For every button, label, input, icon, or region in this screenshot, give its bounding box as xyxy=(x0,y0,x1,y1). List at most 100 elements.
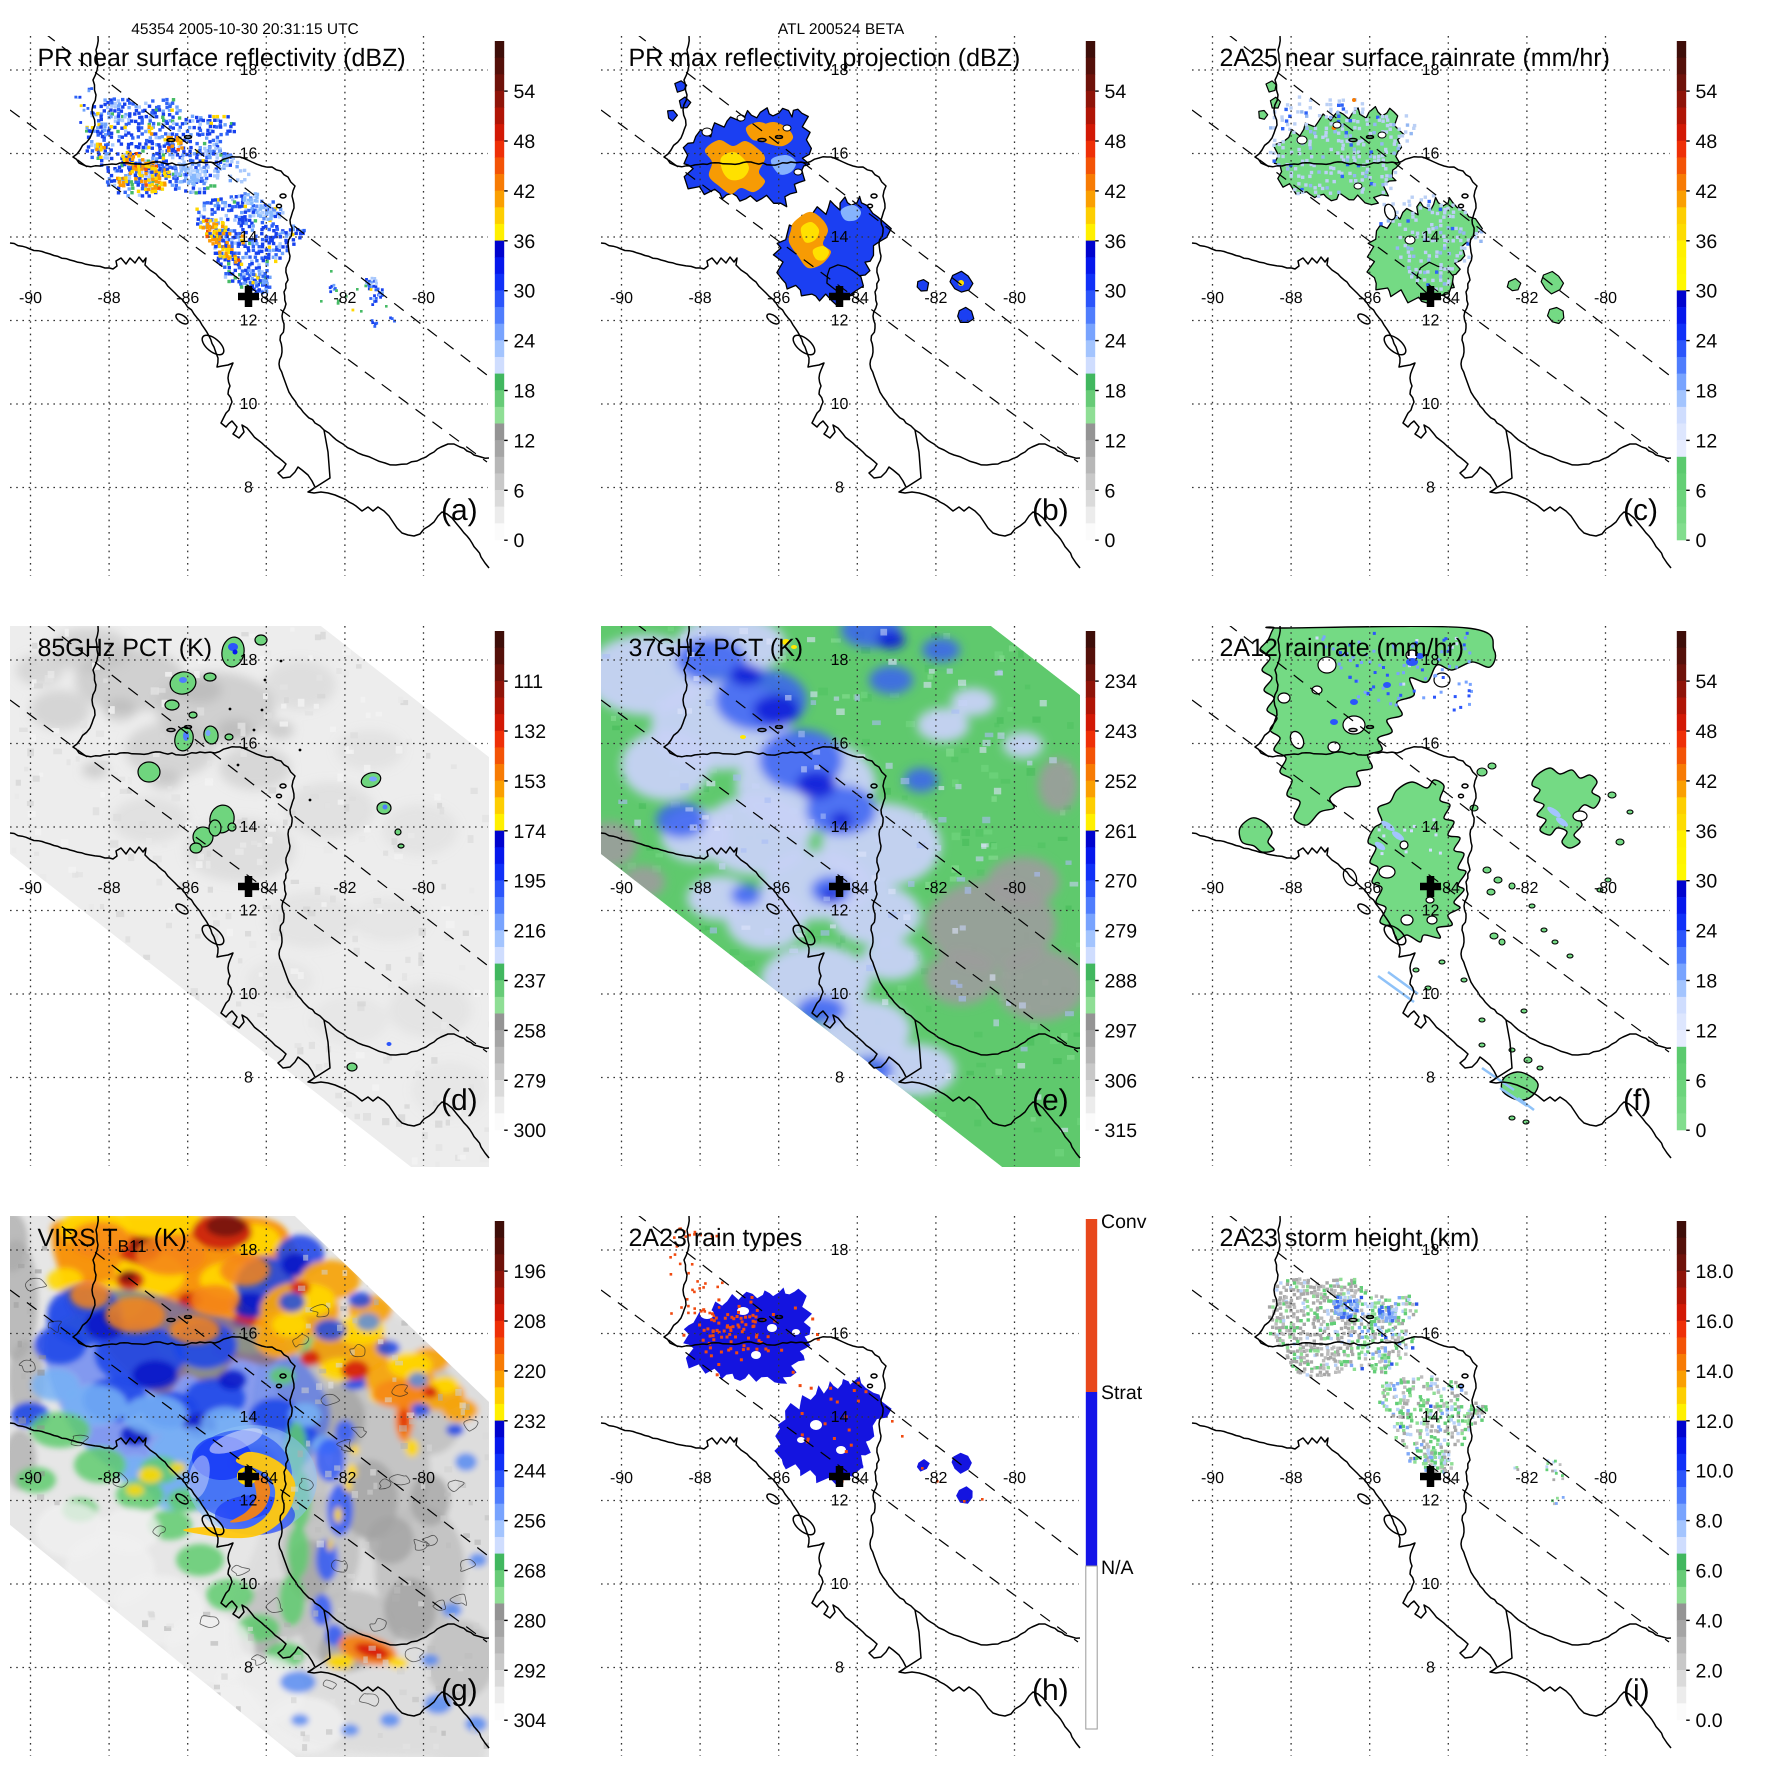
svg-text:48: 48 xyxy=(514,131,536,153)
svg-text:153: 153 xyxy=(514,771,547,793)
svg-text:(i): (i) xyxy=(1623,1674,1650,1707)
svg-text:2A23 rain types: 2A23 rain types xyxy=(629,1224,803,1252)
svg-text:Strat: Strat xyxy=(1101,1382,1143,1404)
svg-text:N/A: N/A xyxy=(1101,1557,1134,1579)
svg-text:243: 243 xyxy=(1105,721,1138,743)
svg-text:(b): (b) xyxy=(1032,494,1069,527)
svg-text:10.0: 10.0 xyxy=(1696,1461,1734,1483)
svg-text:36: 36 xyxy=(1105,231,1127,253)
svg-text:24: 24 xyxy=(1105,331,1127,353)
svg-text:ATL 200524 BETA: ATL 200524 BETA xyxy=(778,21,905,38)
svg-text:(c): (c) xyxy=(1623,494,1658,527)
svg-text:18.0: 18.0 xyxy=(1696,1261,1734,1283)
svg-text:6: 6 xyxy=(1105,480,1116,502)
svg-text:85GHz PCT (K): 85GHz PCT (K) xyxy=(38,634,213,662)
svg-text:48: 48 xyxy=(1696,721,1718,743)
svg-text:4.0: 4.0 xyxy=(1696,1610,1723,1632)
svg-text:6: 6 xyxy=(514,480,525,502)
svg-text:292: 292 xyxy=(514,1660,547,1682)
svg-text:6: 6 xyxy=(1696,480,1707,502)
svg-text:237: 237 xyxy=(514,971,547,993)
svg-text:252: 252 xyxy=(1105,771,1138,793)
svg-text:30: 30 xyxy=(1105,281,1127,303)
svg-text:54: 54 xyxy=(514,81,536,103)
svg-text:36: 36 xyxy=(1696,821,1718,843)
svg-text:306: 306 xyxy=(1105,1070,1138,1092)
svg-text:268: 268 xyxy=(514,1561,547,1583)
svg-text:48: 48 xyxy=(1696,131,1718,153)
svg-text:2A25 near surface rainrate (mm: 2A25 near surface rainrate (mm/hr) xyxy=(1220,44,1610,72)
svg-text:234: 234 xyxy=(1105,671,1138,693)
svg-text:288: 288 xyxy=(1105,971,1138,993)
svg-text:18: 18 xyxy=(1105,381,1127,403)
svg-text:216: 216 xyxy=(514,921,547,943)
svg-text:54: 54 xyxy=(1696,81,1718,103)
svg-text:24: 24 xyxy=(1696,331,1718,353)
svg-text:12: 12 xyxy=(514,430,536,452)
svg-text:2.0: 2.0 xyxy=(1696,1660,1723,1682)
svg-text:24: 24 xyxy=(514,331,536,353)
svg-text:8.0: 8.0 xyxy=(1696,1511,1723,1533)
svg-text:279: 279 xyxy=(1105,921,1138,943)
svg-text:261: 261 xyxy=(1105,821,1138,843)
svg-text:300: 300 xyxy=(514,1120,547,1142)
svg-text:2A23 storm height (km): 2A23 storm height (km) xyxy=(1220,1224,1480,1252)
svg-text:VIRS TB11 (K): VIRS TB11 (K) xyxy=(38,1224,187,1256)
svg-text:0: 0 xyxy=(1696,1120,1707,1142)
svg-text:45354 2005-10-30 20:31:15 UTC: 45354 2005-10-30 20:31:15 UTC xyxy=(131,21,359,38)
svg-text:42: 42 xyxy=(1105,181,1127,203)
svg-text:48: 48 xyxy=(1105,131,1127,153)
svg-text:42: 42 xyxy=(1696,771,1718,793)
svg-text:174: 174 xyxy=(514,821,547,843)
svg-text:Conv: Conv xyxy=(1101,1211,1147,1233)
svg-text:0: 0 xyxy=(514,530,525,552)
svg-text:195: 195 xyxy=(514,871,547,893)
svg-text:111: 111 xyxy=(514,671,544,693)
svg-text:6: 6 xyxy=(1696,1070,1707,1092)
svg-text:(d): (d) xyxy=(441,1084,478,1117)
svg-text:279: 279 xyxy=(514,1070,547,1092)
svg-text:12: 12 xyxy=(1105,430,1127,452)
svg-text:37GHz PCT (K): 37GHz PCT (K) xyxy=(629,634,804,662)
svg-text:(g): (g) xyxy=(441,1674,478,1707)
svg-text:18: 18 xyxy=(1696,971,1718,993)
svg-text:12.0: 12.0 xyxy=(1696,1411,1734,1433)
svg-text:30: 30 xyxy=(514,281,536,303)
svg-text:42: 42 xyxy=(1696,181,1718,203)
svg-text:244: 244 xyxy=(514,1461,547,1483)
svg-text:12: 12 xyxy=(1696,430,1718,452)
svg-text:12: 12 xyxy=(1696,1020,1718,1042)
svg-text:PR max reflectivity projection: PR max reflectivity projection (dBZ) xyxy=(629,44,1021,72)
svg-text:36: 36 xyxy=(514,231,536,253)
svg-text:30: 30 xyxy=(1696,871,1718,893)
svg-text:18: 18 xyxy=(1696,381,1718,403)
svg-text:(h): (h) xyxy=(1032,1674,1069,1707)
svg-text:270: 270 xyxy=(1105,871,1138,893)
svg-text:18: 18 xyxy=(514,381,536,403)
svg-text:256: 256 xyxy=(514,1511,547,1533)
svg-text:232: 232 xyxy=(514,1411,547,1433)
svg-text:304: 304 xyxy=(514,1710,547,1732)
svg-text:30: 30 xyxy=(1696,281,1718,303)
svg-text:280: 280 xyxy=(514,1610,547,1632)
svg-text:2A12 rainrate (mm/hr): 2A12 rainrate (mm/hr) xyxy=(1220,634,1465,662)
svg-text:36: 36 xyxy=(1696,231,1718,253)
svg-text:(e): (e) xyxy=(1032,1084,1069,1117)
svg-text:0: 0 xyxy=(1696,530,1707,552)
svg-text:132: 132 xyxy=(514,721,547,743)
svg-text:24: 24 xyxy=(1696,921,1718,943)
svg-text:0.0: 0.0 xyxy=(1696,1710,1723,1732)
svg-text:(a): (a) xyxy=(441,494,478,527)
svg-text:315: 315 xyxy=(1105,1120,1138,1142)
svg-text:297: 297 xyxy=(1105,1020,1138,1042)
svg-text:PR near surface reflectivity (: PR near surface reflectivity (dBZ) xyxy=(38,44,406,72)
svg-text:220: 220 xyxy=(514,1361,547,1383)
svg-text:208: 208 xyxy=(514,1311,547,1333)
svg-text:42: 42 xyxy=(514,181,536,203)
svg-text:16.0: 16.0 xyxy=(1696,1311,1734,1333)
svg-text:54: 54 xyxy=(1696,671,1718,693)
svg-text:14.0: 14.0 xyxy=(1696,1361,1734,1383)
svg-text:(f): (f) xyxy=(1623,1084,1651,1117)
svg-text:6.0: 6.0 xyxy=(1696,1561,1723,1583)
svg-text:54: 54 xyxy=(1105,81,1127,103)
